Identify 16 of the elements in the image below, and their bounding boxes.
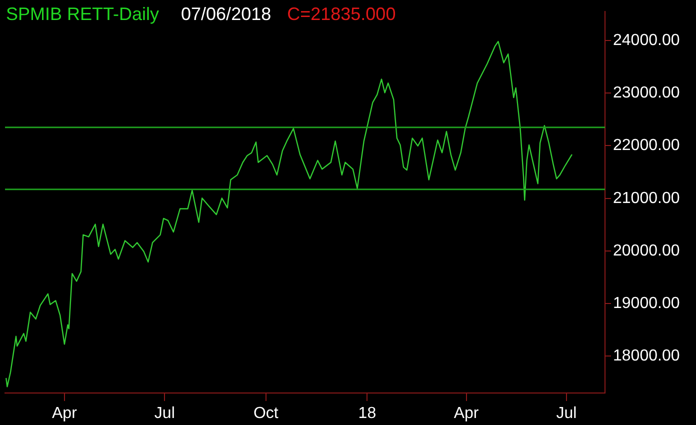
chart-subtitle: 07/06/2018	[181, 4, 272, 24]
chart-title: SPMIB RETT-Daily	[6, 4, 160, 24]
y-tick-label: 19000.00	[613, 294, 680, 312]
x-tick-label: Jul	[556, 405, 577, 422]
y-tick-label: 21000.00	[613, 190, 680, 207]
x-tick-label: Apr	[52, 405, 78, 422]
x-tick-label: Oct	[253, 405, 279, 422]
y-tick-label: 20000.00	[613, 242, 680, 260]
x-tick-label: Jul	[154, 405, 175, 422]
y-tick-label: 23000.00	[613, 84, 680, 102]
y-tick-label: 18000.00	[613, 348, 680, 365]
y-tick-label: 22000.00	[613, 137, 680, 154]
y-tick-label: 24000.00	[613, 32, 680, 49]
annotation: C=21835.000	[287, 4, 396, 24]
x-tick-label: 18	[358, 405, 376, 422]
x-tick-label: Apr	[454, 405, 480, 422]
